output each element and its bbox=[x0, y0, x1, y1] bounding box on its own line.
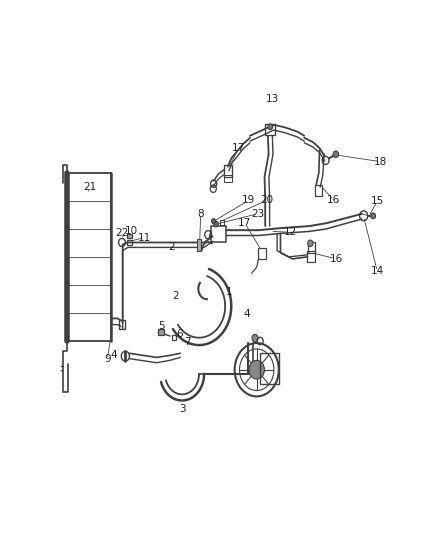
Circle shape bbox=[307, 240, 313, 247]
Text: 18: 18 bbox=[374, 157, 387, 167]
Circle shape bbox=[212, 219, 215, 224]
Text: 2: 2 bbox=[169, 241, 175, 252]
Text: 4: 4 bbox=[111, 350, 117, 360]
Bar bbox=[224, 175, 232, 182]
Text: 6: 6 bbox=[177, 329, 183, 339]
Circle shape bbox=[252, 334, 258, 342]
Text: 7: 7 bbox=[184, 337, 191, 347]
Text: 14: 14 bbox=[371, 266, 384, 276]
Text: 5: 5 bbox=[159, 321, 165, 331]
Text: 9: 9 bbox=[104, 354, 111, 365]
Bar bbox=[260, 353, 279, 384]
Bar bbox=[127, 235, 132, 238]
Text: 17: 17 bbox=[238, 218, 251, 228]
Circle shape bbox=[214, 221, 219, 227]
Text: 16: 16 bbox=[327, 195, 340, 205]
Bar bbox=[67, 173, 111, 341]
Bar bbox=[224, 165, 232, 177]
Bar bbox=[172, 335, 176, 340]
Text: 23: 23 bbox=[251, 209, 265, 219]
Text: 17: 17 bbox=[231, 143, 245, 153]
Bar bbox=[307, 251, 315, 262]
Circle shape bbox=[268, 124, 273, 130]
Text: 3: 3 bbox=[179, 403, 185, 414]
Bar bbox=[258, 248, 266, 260]
Bar bbox=[211, 226, 226, 241]
Text: 4: 4 bbox=[243, 309, 250, 319]
Bar bbox=[265, 124, 276, 134]
Text: 10: 10 bbox=[124, 227, 138, 237]
Text: 12: 12 bbox=[284, 227, 297, 237]
Bar bbox=[127, 240, 132, 245]
Text: 2: 2 bbox=[172, 291, 179, 301]
Text: 8: 8 bbox=[198, 209, 204, 219]
Circle shape bbox=[249, 360, 265, 379]
Bar bbox=[197, 239, 201, 251]
Text: 1: 1 bbox=[226, 287, 233, 297]
Text: 20: 20 bbox=[260, 195, 273, 205]
Text: 11: 11 bbox=[138, 232, 152, 243]
Bar bbox=[220, 220, 224, 225]
Circle shape bbox=[333, 151, 339, 158]
Bar bbox=[119, 320, 125, 329]
Bar bbox=[307, 243, 315, 253]
Circle shape bbox=[371, 213, 375, 219]
Text: 15: 15 bbox=[371, 197, 384, 206]
Text: 21: 21 bbox=[83, 182, 96, 192]
Text: 19: 19 bbox=[242, 195, 255, 205]
Text: 22: 22 bbox=[115, 229, 129, 238]
Text: 13: 13 bbox=[266, 94, 279, 104]
Bar bbox=[315, 185, 322, 196]
Bar bbox=[158, 329, 164, 335]
Text: 16: 16 bbox=[330, 254, 343, 264]
